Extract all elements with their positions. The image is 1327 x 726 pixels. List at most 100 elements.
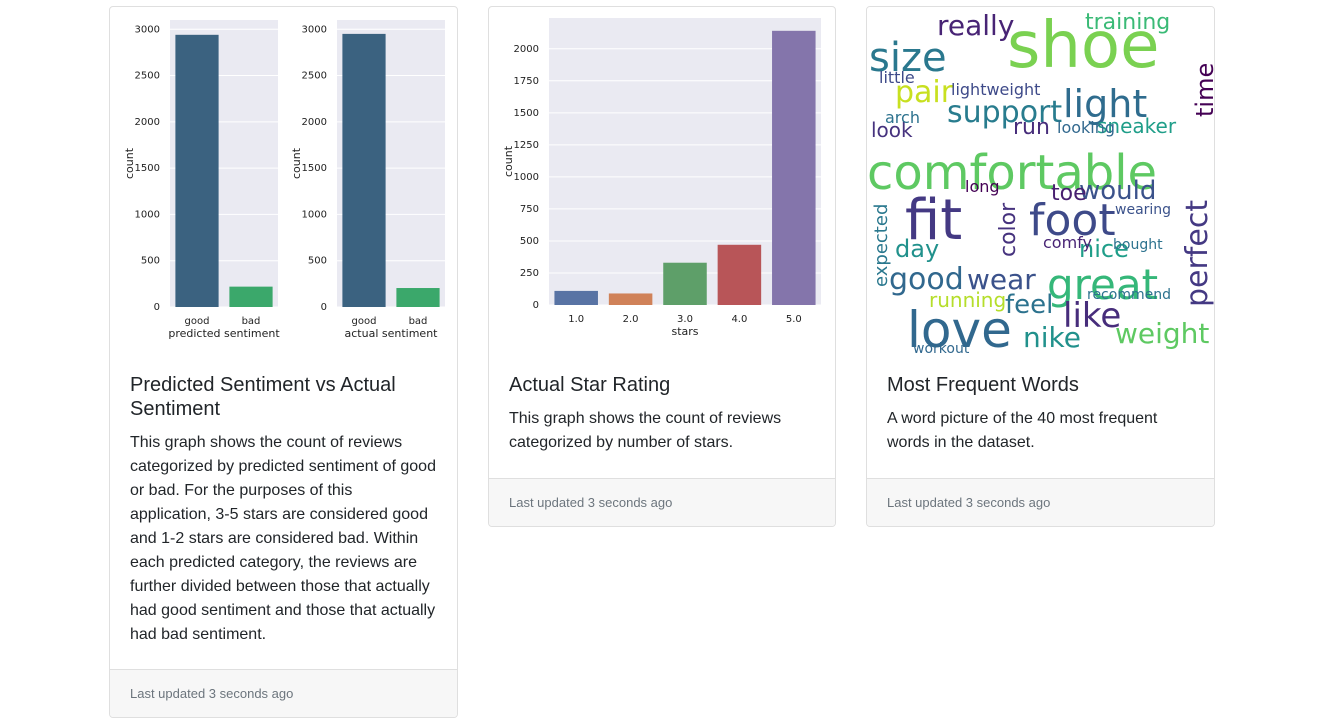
word-cloud-word: comfortable [867,145,1157,201]
word-cloud-word: lightweight [951,80,1040,99]
word-cloud-word: looking [1057,118,1115,137]
word-cloud-word: arch [885,108,920,127]
y-tick-label: 1500 [135,163,160,174]
y-tick-label: 3000 [135,24,160,35]
word-cloud-word: foot [1029,195,1116,246]
y-axis-label: count [123,147,136,179]
bar [717,244,762,305]
x-axis-label: actual sentiment [345,327,439,340]
word-cloud-word: would [1079,176,1156,206]
word-cloud-word: perfect [1180,200,1215,307]
word-cloud-word: bought [1113,237,1163,253]
y-tick-label: 750 [520,204,539,215]
bar [554,290,598,305]
bar [342,33,386,308]
y-tick-label: 500 [308,256,327,267]
card-title: Actual Star Rating [509,374,671,396]
y-axis-label: count [290,147,303,179]
card-footer: Last updated 3 seconds ago [867,478,1214,526]
y-tick-label: 1000 [135,209,160,220]
y-tick-label: 2500 [135,71,160,82]
x-tick-label: bad [409,316,428,327]
card-title: Predicted Sentiment vs Actual Sentiment [130,374,396,420]
y-tick-label: 1500 [514,108,539,119]
word-cloud-word: run [1013,115,1050,140]
word-cloud-word: like [1063,296,1121,336]
x-tick-label: bad [242,316,261,327]
word-cloud-word: running [929,288,1006,312]
word-cloud-word: recommend [1087,287,1171,303]
card-text: A word picture of the 40 most frequent w… [887,410,1158,451]
bar [396,288,440,307]
card-star-rating: 0 250 500 750 1000 1250 1500 1750 2000 1.0 2.0 3.0 4… [488,6,836,527]
star-rating-chart: 0 250 500 750 1000 1250 1500 1750 2000 1.0 2.0 3.0 4… [502,18,821,338]
word-cloud-background [867,7,1214,355]
word-cloud-word: size [869,35,947,81]
y-tick-label: 2000 [135,117,160,128]
word-cloud-word: long [965,177,1000,196]
x-tick-label: 4.0 [731,314,747,325]
chart-predicted-sentiment: 0 500 1000 1500 2000 2500 3000 good badpredicted… [123,20,280,340]
word-cloud-word: feel [1005,290,1053,320]
y-tick-label: 2500 [302,71,327,82]
y-tick-label: 1750 [514,76,539,87]
word-cloud-word: day [895,235,939,263]
x-tick-label: good [352,316,377,327]
word-cloud-word: nike [1023,321,1081,354]
y-tick-label: 500 [520,236,539,247]
y-tick-label: 2000 [302,117,327,128]
x-tick-label: 5.0 [786,314,802,325]
word-cloud-word: expected [871,204,892,287]
word-cloud-word: light [1063,82,1147,126]
word-cloud-word: good [889,262,964,297]
y-tick-label: 3000 [302,24,327,35]
word-cloud-word: really [937,9,1014,42]
y-axis-label: count [502,145,515,177]
y-tick-label: 0 [154,302,160,313]
card-footer: Last updated 3 seconds ago [489,478,835,526]
word-cloud-word: sneaker [1097,114,1177,138]
y-tick-label: 250 [520,268,539,279]
x-axis-label: predicted sentiment [168,327,280,340]
word-cloud-word: comfy [1043,233,1092,252]
word-cloud-word: look [871,118,913,142]
bar [663,262,707,305]
word-cloud: shoe comfortable size love great fit foot like l… [867,7,1215,355]
y-tick-label: 2000 [514,44,539,55]
x-tick-label: 1.0 [568,314,584,325]
bar [608,293,653,305]
word-cloud-word: wear [967,263,1036,296]
word-cloud-word: support [947,95,1062,130]
word-cloud-word: little [879,68,915,87]
y-tick-label: 0 [321,302,327,313]
word-cloud-word: workout [913,341,970,355]
x-tick-label: good [185,316,210,327]
word-cloud-word: color [996,202,1021,257]
x-tick-label: 2.0 [623,314,639,325]
word-cloud-word: love [907,301,1012,355]
y-tick-label: 500 [141,256,160,267]
card-title: Most Frequent Words [887,374,1079,396]
word-cloud-word: fit [905,188,962,253]
x-tick-label: 3.0 [677,314,693,325]
y-tick-label: 1500 [302,163,327,174]
card-footer: Last updated 3 seconds ago [110,669,457,717]
card-word-cloud: shoe comfortable size love great fit foot like l… [866,6,1215,527]
word-cloud-word: toe [1051,181,1087,206]
y-tick-label: 1000 [514,172,539,183]
y-tick-label: 1250 [514,140,539,151]
bar [772,30,816,305]
word-cloud-word: shoe [1007,9,1159,83]
y-tick-label: 0 [533,300,539,311]
word-cloud-word: great [1047,260,1158,309]
word-cloud-word: nice [1079,235,1129,263]
y-tick-label: 1000 [302,209,327,220]
word-cloud-word: weight [1115,317,1209,350]
word-cloud-word: training [1085,10,1170,35]
chart-star-rating: 0 250 500 750 1000 1250 1500 1750 2000 1.0 2.0 3.0 4… [502,18,821,338]
card-text: This graph shows the count of reviews ca… [509,410,782,451]
word-cloud-word: time [1191,63,1215,117]
word-cloud-word: wearing [1115,202,1171,218]
